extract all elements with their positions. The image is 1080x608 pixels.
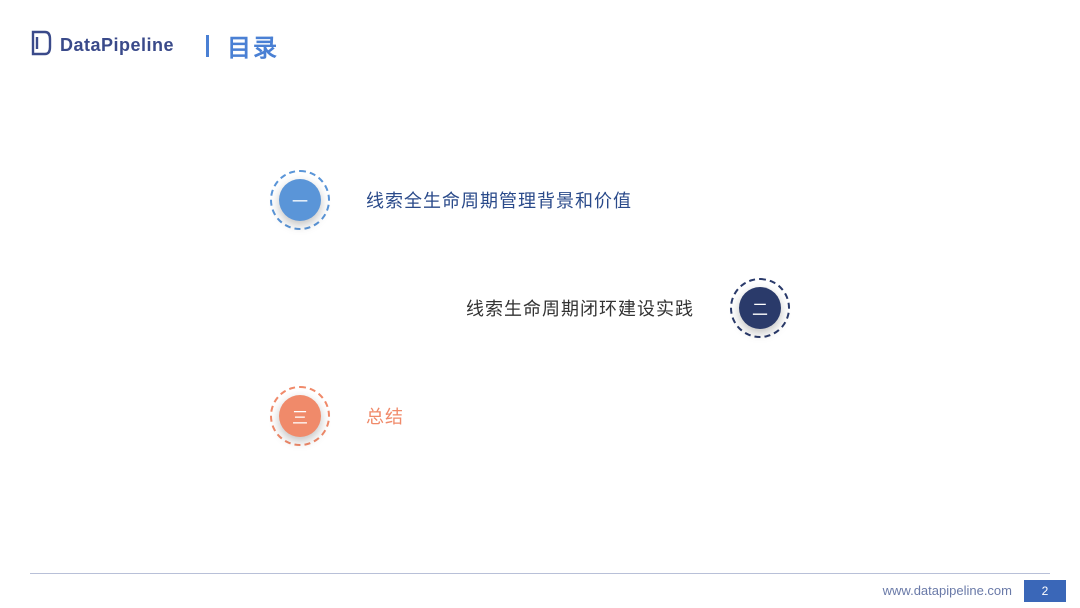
- page-number: 2: [1042, 584, 1049, 598]
- badge-disc: 一: [279, 179, 321, 221]
- table-of-contents: 一 线索全生命周期管理背景和价值 线索生命周期闭环建设实践 二 三 总结: [270, 170, 790, 494]
- badge-disc: 三: [279, 395, 321, 437]
- badge-number: 二: [752, 296, 768, 320]
- badge-number: 一: [292, 188, 308, 212]
- title-divider: [206, 35, 209, 57]
- badge-1: 一: [270, 170, 330, 230]
- page-number-badge: 2: [1024, 580, 1066, 602]
- footer-url: www.datapipeline.com: [883, 583, 1012, 598]
- badge-number: 三: [292, 404, 308, 428]
- toc-item-3: 三 总结: [270, 386, 790, 446]
- toc-item-2: 线索生命周期闭环建设实践 二: [270, 278, 790, 338]
- toc-label-3: 总结: [366, 403, 404, 429]
- badge-3: 三: [270, 386, 330, 446]
- badge-disc: 二: [739, 287, 781, 329]
- toc-label-1: 线索全生命周期管理背景和价值: [366, 187, 632, 213]
- footer-divider: [30, 573, 1050, 574]
- logo-icon: [30, 30, 52, 61]
- page-title: 目录: [227, 28, 279, 63]
- brand-logo: DataPipeline: [30, 30, 174, 61]
- toc-item-1: 一 线索全生命周期管理背景和价值: [270, 170, 790, 230]
- slide-header: DataPipeline 目录: [30, 28, 279, 63]
- brand-name: DataPipeline: [60, 35, 174, 56]
- badge-2: 二: [730, 278, 790, 338]
- toc-label-2: 线索生命周期闭环建设实践: [466, 295, 694, 321]
